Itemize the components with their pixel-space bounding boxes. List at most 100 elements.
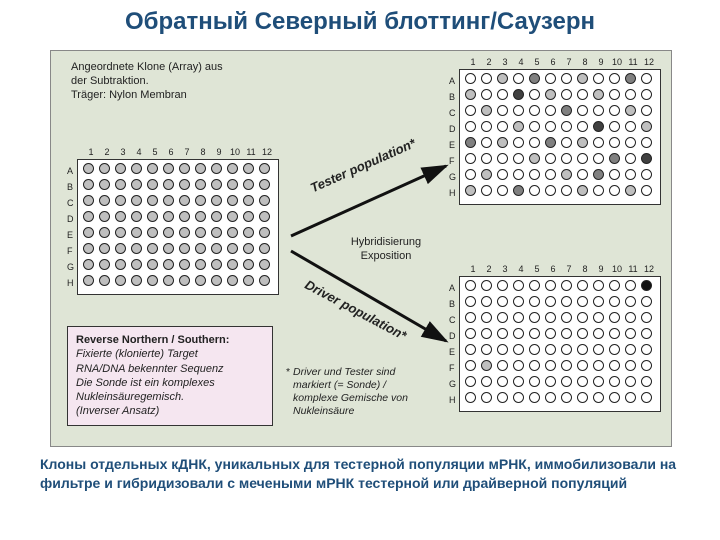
array-dot <box>481 392 492 403</box>
array-dot <box>641 328 652 339</box>
array-dot <box>561 360 572 371</box>
array-dot <box>561 376 572 387</box>
array-dot <box>529 376 540 387</box>
row-label: B <box>449 296 456 312</box>
array-dot <box>609 280 620 291</box>
array-dot <box>545 376 556 387</box>
slide-title: Обратный Северный блоттинг/Саузерн <box>0 0 720 40</box>
array-dot <box>545 392 556 403</box>
hybridization-label: Hybridisierung Exposition <box>331 236 441 264</box>
array-dot <box>545 360 556 371</box>
array-dot <box>625 376 636 387</box>
fn-l1: Driver und Tester sind <box>293 366 395 378</box>
array-dot <box>497 312 508 323</box>
array-dot <box>593 392 604 403</box>
array-dot <box>513 280 524 291</box>
pink-l3: Die Sonde ist ein komplexes <box>76 376 264 390</box>
array-dot <box>625 296 636 307</box>
array-dot <box>481 344 492 355</box>
array-dot <box>561 344 572 355</box>
array-dot <box>465 344 476 355</box>
array-dot <box>609 360 620 371</box>
figure-area: Angeordnete Klone (Array) aus der Subtra… <box>50 50 672 447</box>
array-dot <box>577 392 588 403</box>
row-label: F <box>449 360 456 376</box>
array-dot <box>593 312 604 323</box>
slide-root: Обратный Северный блоттинг/Саузерн Angeo… <box>0 0 720 540</box>
array-dot <box>593 328 604 339</box>
array-dot <box>545 296 556 307</box>
array-dot <box>465 392 476 403</box>
fn-l3: komplexe Gemische von <box>293 392 408 404</box>
array-dot <box>593 296 604 307</box>
array-dot <box>497 376 508 387</box>
row-label: E <box>449 344 456 360</box>
array-dot <box>481 280 492 291</box>
array-dot <box>465 312 476 323</box>
array-dot <box>481 376 492 387</box>
array-dot <box>609 312 620 323</box>
array-dot <box>577 328 588 339</box>
array-dot <box>529 328 540 339</box>
array-dot <box>641 280 652 291</box>
pink-info-box: Reverse Northern / Southern: Fixierte (k… <box>67 326 273 426</box>
array-dot <box>545 344 556 355</box>
array-dot <box>577 280 588 291</box>
col-label: 5 <box>529 264 545 274</box>
array-dot <box>465 360 476 371</box>
array-dot <box>641 312 652 323</box>
array-dot <box>561 328 572 339</box>
array-dot <box>497 296 508 307</box>
array-dot <box>577 360 588 371</box>
col-label: 12 <box>641 264 657 274</box>
pink-title: Reverse Northern / Southern: <box>76 333 264 347</box>
col-label: 6 <box>545 264 561 274</box>
array-dot <box>577 312 588 323</box>
array-dot <box>529 296 540 307</box>
row-label: C <box>449 312 456 328</box>
array-dot <box>577 376 588 387</box>
array-dot <box>641 392 652 403</box>
array-dot <box>625 328 636 339</box>
array-dot <box>625 392 636 403</box>
array-dot <box>497 360 508 371</box>
col-label: 4 <box>513 264 529 274</box>
array-dot <box>577 344 588 355</box>
array-dot <box>497 280 508 291</box>
pink-l5: (Inverser Ansatz) <box>76 404 264 418</box>
array-dot <box>545 280 556 291</box>
array-dot <box>609 296 620 307</box>
array-dot <box>561 296 572 307</box>
array-dot <box>465 280 476 291</box>
row-label: G <box>449 376 456 392</box>
array-dot <box>641 360 652 371</box>
hyb-l1: Hybridisierung <box>331 236 441 250</box>
array-dot <box>481 360 492 371</box>
array-dot <box>593 376 604 387</box>
array-dot <box>465 296 476 307</box>
array-dot <box>609 328 620 339</box>
array-dot <box>513 344 524 355</box>
fn-l2: markiert (= Sonde) / <box>293 379 386 391</box>
array-dot <box>465 376 476 387</box>
array-dot <box>641 376 652 387</box>
array-dot <box>513 296 524 307</box>
hyb-l2: Exposition <box>331 250 441 264</box>
array-dot <box>561 312 572 323</box>
array-dot <box>593 344 604 355</box>
col-label: 9 <box>593 264 609 274</box>
array-dot <box>481 296 492 307</box>
array-dot <box>561 392 572 403</box>
array-dot <box>625 360 636 371</box>
array-dot <box>481 312 492 323</box>
bottom-caption: Клоны отдельных кДНК, уникальных для тес… <box>40 455 680 493</box>
array-dot <box>529 360 540 371</box>
array-dot <box>497 392 508 403</box>
pink-l1: Fixierte (klonierte) Target <box>76 347 264 361</box>
array-dot <box>481 328 492 339</box>
array-dot <box>545 328 556 339</box>
array-dot <box>609 392 620 403</box>
array-dot <box>529 312 540 323</box>
array-dot <box>609 376 620 387</box>
col-label: 2 <box>481 264 497 274</box>
